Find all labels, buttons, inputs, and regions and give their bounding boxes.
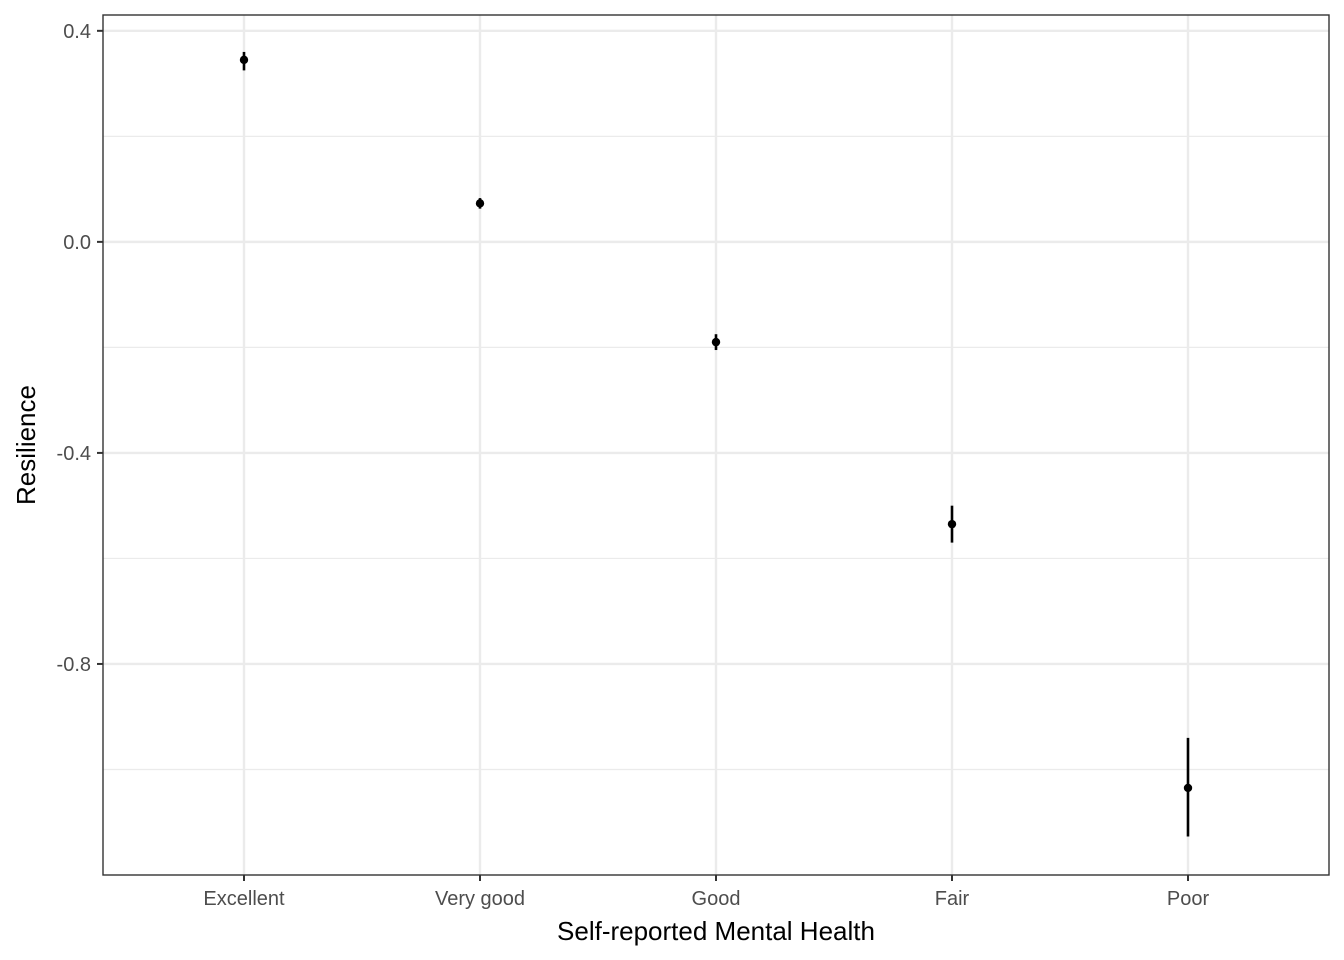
y-tick-label: 0.4 (63, 21, 91, 43)
y-axis-title: Resilience (11, 385, 41, 505)
data-point (475, 199, 485, 208)
data-point (947, 519, 957, 529)
x-tick-label: Good (692, 888, 741, 910)
grid (103, 15, 1329, 875)
x-tick-label: Fair (935, 888, 970, 910)
axes: 0.4 0.0 -0.4 -0.8 Excellent Very good Good Fair… (57, 21, 1210, 910)
y-tick-label: 0.0 (63, 232, 91, 254)
y-tick-label: -0.4 (57, 443, 91, 465)
data-marks (239, 51, 1193, 837)
data-point (1183, 783, 1193, 793)
y-tick-label: -0.8 (57, 654, 91, 676)
x-tick-label: Poor (1167, 888, 1210, 910)
x-tick-label: Excellent (203, 888, 285, 910)
x-axis-title: Self-reported Mental Health (557, 916, 875, 946)
data-point (711, 337, 721, 347)
data-point (239, 55, 249, 65)
x-tick-label: Very good (435, 888, 525, 910)
